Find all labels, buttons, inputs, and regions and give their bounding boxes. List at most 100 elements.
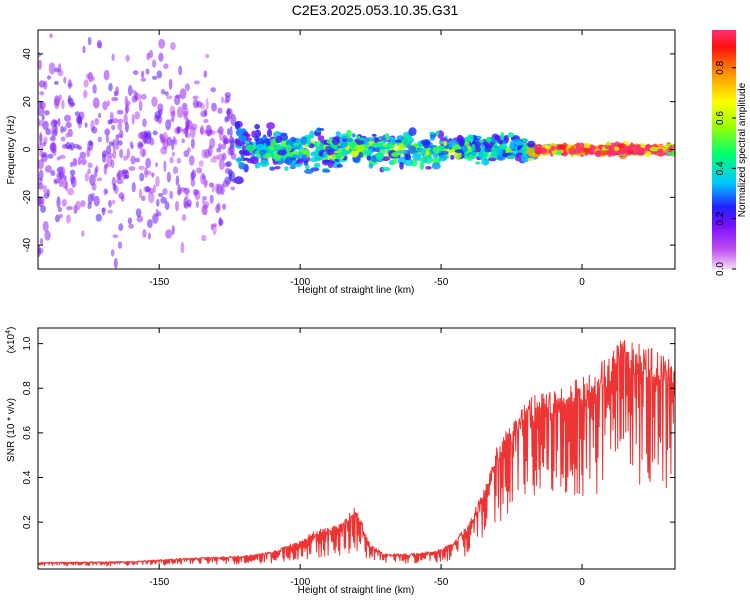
spectrogram-cell — [488, 157, 497, 162]
spectrogram-cell — [181, 214, 187, 221]
spectrogram-cell — [259, 159, 270, 168]
spectrogram-cell — [335, 131, 341, 137]
spectrogram-cell — [618, 150, 624, 155]
spectrogram-cell — [155, 176, 160, 187]
spectrogram-cell — [124, 104, 129, 115]
spectrogram-cell — [79, 151, 87, 159]
spectrogram-cell — [44, 230, 51, 241]
spectrogram-cell — [514, 155, 522, 162]
spectrogram-cell — [107, 119, 113, 125]
spectrogram-cell — [216, 147, 222, 153]
spectrogram-cell — [608, 145, 615, 153]
spectrogram-cell — [47, 153, 54, 159]
spectrogram-cell — [204, 148, 210, 159]
spectrogram-cell — [44, 110, 50, 116]
spectrogram-cell — [170, 42, 176, 51]
spectrogram-cell — [69, 102, 76, 107]
spectrogram-cell — [92, 97, 100, 109]
spectrogram-cell — [132, 89, 137, 95]
spectrogram-cell — [53, 120, 58, 126]
snr-y-multiplier: (x104) — [5, 327, 17, 354]
snr-y-multiplier-base: (x10 — [6, 333, 17, 353]
spectrogram-cell — [38, 80, 46, 88]
spectrogram-cell — [114, 143, 120, 150]
spectrogram-cell — [156, 70, 163, 79]
chart-title: C2E3.2025.053.10.35.G31 — [292, 2, 459, 18]
spectrogram-cell — [269, 166, 276, 171]
spectrogram-cell — [300, 136, 308, 146]
spectrogram-cell — [188, 155, 195, 166]
spectrogram-x-tick-label: -100 — [290, 277, 310, 288]
spectrogram-cell — [209, 194, 214, 204]
spectrogram-cell — [163, 160, 167, 173]
spectrogram-cell — [533, 144, 539, 152]
spectrogram-cell — [419, 161, 425, 170]
spectrogram-cell — [70, 176, 77, 188]
spectrogram-cell — [157, 103, 164, 113]
spectrogram-cell — [185, 189, 189, 201]
spectrogram-cell — [77, 145, 83, 150]
spectrogram-cell — [657, 148, 664, 154]
spectrogram-cell — [171, 151, 175, 157]
spectrogram-cell — [336, 164, 343, 168]
spectrogram-y-tick-label: 20 — [22, 96, 33, 108]
spectrogram-cell — [216, 183, 222, 195]
spectrogram-cell — [117, 241, 123, 249]
spectrogram-cell — [65, 132, 70, 138]
spectrogram-y-tick-label: -20 — [22, 190, 33, 205]
spectrogram-x-tick-label: -150 — [149, 277, 169, 288]
spectrogram-cell — [116, 178, 124, 185]
spectrogram-cell — [39, 237, 44, 246]
spectrogram-cell — [102, 153, 106, 163]
spectrogram-cell — [80, 200, 86, 207]
spectrogram-cell — [165, 229, 173, 239]
spectrogram-cell — [123, 174, 130, 180]
spectrogram-cell — [38, 159, 44, 170]
spectrogram-x-tick-label: -50 — [434, 277, 449, 288]
spectrogram-cell — [366, 155, 371, 161]
snr-series-line — [38, 340, 675, 567]
spectrogram-cell — [217, 202, 221, 211]
spectrogram-cell — [72, 157, 78, 167]
spectrogram-cell — [101, 207, 106, 216]
spectrogram-cell — [176, 106, 184, 118]
spectrogram-cell — [128, 223, 134, 229]
spectrogram-cell — [224, 92, 231, 98]
spectrogram-cell — [313, 162, 321, 168]
spectrogram-cell — [209, 182, 214, 188]
spectrogram-cell — [38, 59, 43, 70]
spectrogram-cell — [431, 162, 441, 170]
spectrogram-cell — [103, 188, 108, 196]
spectrogram-cell — [284, 166, 289, 172]
spectrogram-cell — [196, 167, 203, 174]
spectrogram-cell — [583, 142, 591, 149]
spectrogram-cell — [254, 123, 260, 130]
spectrogram-cell — [316, 127, 325, 132]
spectrogram-cell — [138, 100, 143, 112]
spectrogram-cell — [179, 88, 187, 100]
spectrogram-cell — [323, 159, 331, 163]
spectrogram-cell — [226, 108, 233, 119]
spectrogram-cell — [60, 136, 66, 142]
spectrogram-x-label: Height of straight line (km) — [298, 285, 415, 296]
spectrogram-cell — [266, 128, 273, 138]
spectrogram-cell — [423, 155, 433, 164]
spectrogram-cell — [192, 189, 199, 196]
spectrogram-cell — [322, 169, 331, 173]
spectrogram-cell — [119, 148, 124, 159]
spectrogram-cell — [142, 118, 147, 128]
spectrogram-cell — [62, 126, 67, 132]
spectrogram-y-ticks: -40 -20 0 20 40 — [22, 48, 675, 252]
spectrogram-cell — [203, 118, 209, 123]
spectrogram-cell — [56, 156, 61, 161]
spectrogram-cell — [318, 142, 324, 151]
spectrogram-cell — [151, 172, 155, 178]
snr-panel: -150 -100 -50 0 0.2 0.4 0.6 0.8 1.0 Height of s… — [5, 327, 676, 596]
spectrogram-cell — [520, 153, 528, 163]
spectrogram-cell — [103, 164, 108, 175]
spectrogram-cell — [65, 141, 71, 150]
spectrogram-cell — [556, 149, 562, 156]
spectrogram-cell — [94, 117, 99, 126]
spectrogram-cell — [496, 155, 506, 161]
spectrogram-cell — [398, 143, 405, 151]
